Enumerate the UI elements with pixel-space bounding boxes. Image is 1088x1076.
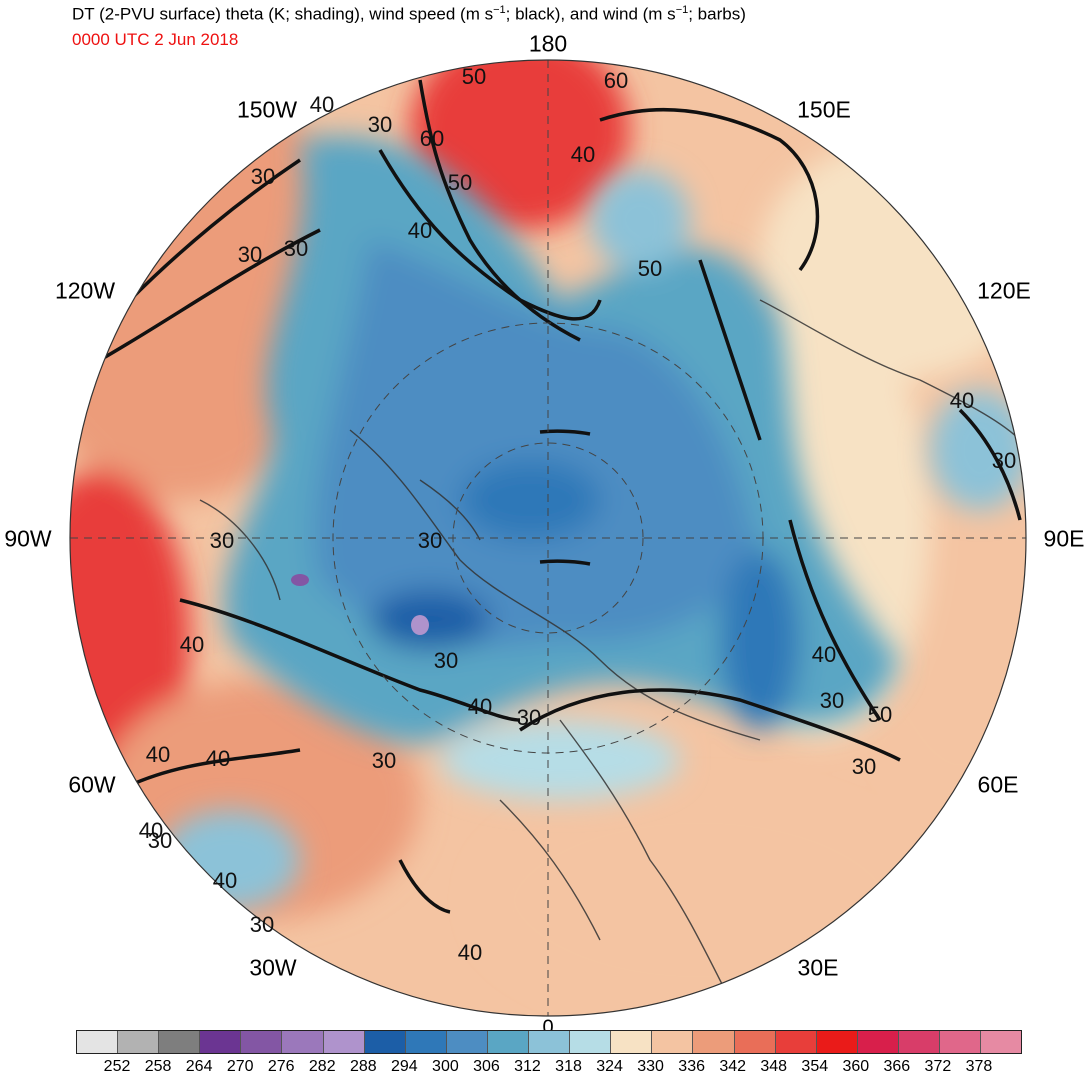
lon-label-90e: 90E xyxy=(1043,525,1085,552)
contour-label: 30 xyxy=(368,112,392,137)
contour-label: 40 xyxy=(812,642,836,667)
contour-label: 30 xyxy=(148,828,172,853)
contour-label: 30 xyxy=(418,528,442,553)
contour-label: 30 xyxy=(820,688,844,713)
contour-label: 40 xyxy=(310,92,334,117)
wind-speed-contours xyxy=(99,79,1022,914)
lon-label-90w: 90W xyxy=(4,525,52,552)
lon-label-30w: 30W xyxy=(249,954,297,981)
colorbar-tick-label: 372 xyxy=(924,1058,952,1075)
contour-label: 60 xyxy=(604,68,628,93)
lon-label-0: 0 xyxy=(542,1016,554,1039)
contour-label: 30 xyxy=(210,528,234,553)
contour-label: 40 xyxy=(139,818,163,843)
graticule xyxy=(70,60,1026,1016)
colorbar-swatch xyxy=(981,1031,1022,1053)
colorbar-tick-label: 306 xyxy=(473,1058,500,1075)
lon-label-30e: 30E xyxy=(797,954,839,981)
colorbar-swatch xyxy=(611,1031,653,1053)
colorbar-tick-label: 336 xyxy=(678,1058,705,1075)
contour-label: 30 xyxy=(250,912,274,937)
contour-label: 30 xyxy=(992,448,1016,473)
colorbar-swatch xyxy=(939,1031,982,1053)
colorbar-tick-label: 366 xyxy=(883,1058,911,1075)
lon-label-60e: 60E xyxy=(977,771,1019,798)
contour-label: 30 xyxy=(372,748,396,773)
colorbar-swatch xyxy=(364,1031,406,1053)
colorbar-swatch xyxy=(898,1031,940,1053)
colorbar-tick-label: 312 xyxy=(514,1058,541,1075)
contour-label: 30 xyxy=(284,236,308,261)
colorbar-swatch xyxy=(405,1031,447,1053)
colorbar-swatch xyxy=(734,1031,776,1053)
colorbar-tick-label: 294 xyxy=(390,1058,418,1075)
colorbar-tick-label: 282 xyxy=(308,1058,336,1075)
colorbar-swatch xyxy=(241,1031,283,1053)
colorbar-swatches xyxy=(76,1030,1022,1054)
colorbar-swatch xyxy=(282,1031,324,1053)
colorbar-swatch xyxy=(529,1031,571,1053)
colorbar-tick-label: 378 xyxy=(965,1058,993,1075)
contour-label: 40 xyxy=(146,742,170,767)
valid-time-label: 0000 UTC 2 Jun 2018 xyxy=(72,30,239,49)
colorbar-tick-label: 318 xyxy=(555,1058,582,1075)
lon-label-60w: 60W xyxy=(68,771,116,798)
colorbar-tick-label: 264 xyxy=(185,1058,213,1075)
map-title: DT (2-PVU surface) theta (K; shading), w… xyxy=(72,4,746,24)
contour-label: 30 xyxy=(517,705,541,730)
lon-label-150e: 150E xyxy=(797,96,851,123)
colorbar-tick-label: 252 xyxy=(103,1058,131,1075)
colorbar-tick-label: 360 xyxy=(842,1058,870,1075)
lon-label-180: 180 xyxy=(528,30,568,57)
contour-label: 30 xyxy=(852,754,876,779)
contour-label: 40 xyxy=(950,388,974,413)
colorbar-tick-label: 330 xyxy=(637,1058,664,1075)
contour-label: 40 xyxy=(408,218,432,243)
colorbar-tick-label: 354 xyxy=(801,1058,829,1075)
theta-shading xyxy=(70,60,1026,1016)
colorbar-swatch xyxy=(775,1031,817,1053)
colorbar-swatch xyxy=(487,1031,530,1053)
colorbar-swatch xyxy=(200,1031,242,1053)
contour-label: 50 xyxy=(868,702,892,727)
lon-label-120e: 120E xyxy=(977,277,1031,304)
contour-label: 40 xyxy=(180,632,204,657)
colorbar-tick-label: 348 xyxy=(760,1058,788,1075)
colorbar-swatch xyxy=(159,1031,201,1053)
contour-label: 40 xyxy=(468,694,492,719)
colorbar-swatch xyxy=(323,1031,365,1053)
colorbar-swatch xyxy=(857,1031,899,1053)
contour-label: 40 xyxy=(571,142,595,167)
map-border xyxy=(69,59,1027,1017)
contour-label: 40 xyxy=(206,746,230,771)
colorbar-tick-label: 342 xyxy=(719,1058,747,1075)
colorbar-swatch xyxy=(652,1031,694,1053)
colorbar-swatch xyxy=(693,1031,735,1053)
colorbar: 252 258 264 270 276 282 288 294 300 306 312 318 324 3… xyxy=(76,1030,1022,1076)
contour-label: 30 xyxy=(434,648,458,673)
contour-label: 60 xyxy=(420,126,444,151)
colorbar-tick-label: 270 xyxy=(226,1058,254,1075)
colorbar-tick-label: 288 xyxy=(349,1058,377,1075)
contour-label: 30 xyxy=(238,242,262,267)
colorbar-tick-label: 324 xyxy=(596,1058,623,1075)
lon-label-150w: 150W xyxy=(236,96,298,123)
colorbar-tick-label: 276 xyxy=(267,1058,295,1075)
colorbar-tick-label: 258 xyxy=(144,1058,172,1075)
contour-label: 30 xyxy=(251,164,275,189)
contour-label: 40 xyxy=(458,940,482,965)
colorbar-swatch xyxy=(816,1031,858,1053)
contour-label: 50 xyxy=(462,64,486,89)
contour-label: 50 xyxy=(638,256,662,281)
colorbar-swatch xyxy=(446,1031,488,1053)
colorbar-swatch xyxy=(118,1031,160,1053)
contour-label: 50 xyxy=(448,170,472,195)
contour-label: 40 xyxy=(213,868,237,893)
lon-label-120w: 120W xyxy=(54,277,116,304)
colorbar-tick-label: 300 xyxy=(432,1058,459,1075)
colorbar-swatch xyxy=(77,1031,119,1053)
colorbar-swatch xyxy=(570,1031,612,1053)
